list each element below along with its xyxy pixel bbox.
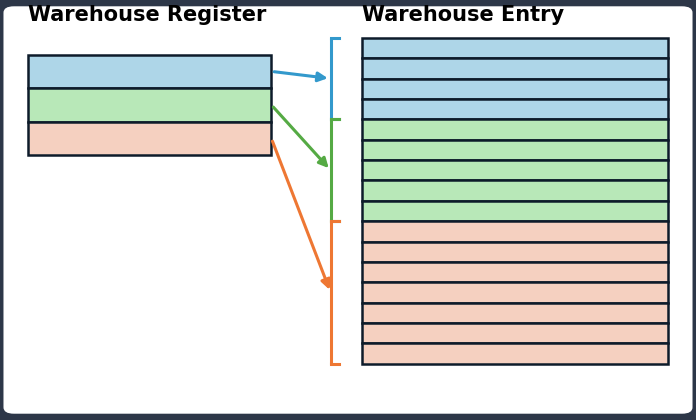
Bar bbox=[362, 302, 668, 323]
Bar bbox=[28, 122, 271, 155]
FancyBboxPatch shape bbox=[3, 6, 693, 414]
Bar bbox=[362, 282, 668, 302]
Bar bbox=[362, 221, 668, 242]
Bar bbox=[362, 99, 668, 119]
Bar bbox=[362, 58, 668, 79]
Bar bbox=[362, 79, 668, 99]
Bar bbox=[362, 344, 668, 364]
Text: Warehouse Register: Warehouse Register bbox=[28, 5, 266, 25]
Bar bbox=[362, 201, 668, 221]
Bar bbox=[362, 241, 668, 262]
Text: Warehouse Entry: Warehouse Entry bbox=[362, 5, 564, 25]
Bar bbox=[362, 323, 668, 344]
Bar bbox=[362, 180, 668, 201]
Bar bbox=[362, 119, 668, 139]
Bar bbox=[28, 88, 271, 122]
Bar bbox=[362, 38, 668, 58]
Bar bbox=[362, 139, 668, 160]
Bar bbox=[28, 55, 271, 88]
Bar bbox=[362, 262, 668, 282]
Bar bbox=[362, 160, 668, 180]
